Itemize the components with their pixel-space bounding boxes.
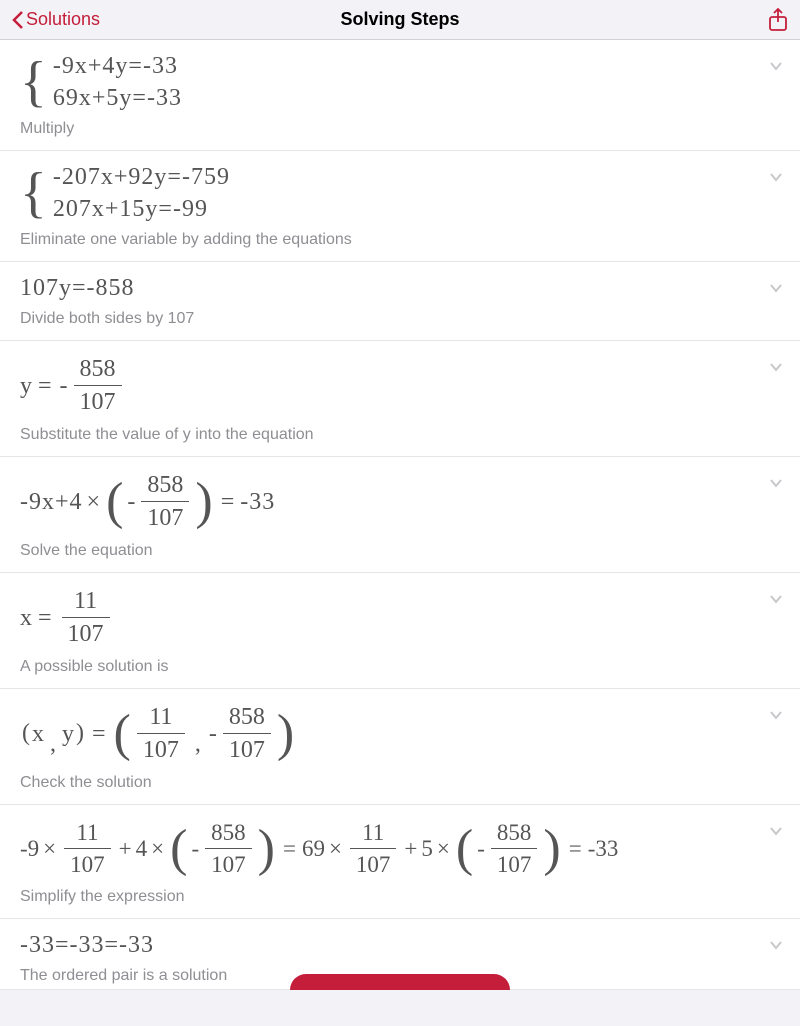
math-expression: x= 11107 [20,587,780,648]
step-row[interactable]: x= 11107 A possible solution is [0,573,800,689]
math-expression: { -207x+92y=-759 207x+15y=-99 [20,165,780,221]
share-icon[interactable] [768,8,788,32]
chevron-down-icon [768,169,784,185]
chevron-down-icon [768,707,784,723]
step-caption: Simplify the expression [20,888,780,906]
page-title: Solving Steps [340,9,459,30]
math-expression: y=- 858107 [20,355,780,416]
step-row[interactable]: -9× 11107 +4× (- 858107 ) =69× 11107 +5×… [0,805,800,919]
header: Solutions Solving Steps [0,0,800,40]
chevron-down-icon [768,359,784,375]
chevron-down-icon [768,937,784,953]
step-caption: Check the solution [20,774,780,792]
step-caption: Eliminate one variable by adding the equ… [20,231,780,249]
chevron-down-icon [768,280,784,296]
step-row[interactable]: { -207x+92y=-759 207x+15y=-99 Eliminate … [0,151,800,262]
step-row[interactable]: y=- 858107 Substitute the value of y int… [0,341,800,457]
step-caption: Multiply [20,120,780,138]
step-caption: Solve the equation [20,542,780,560]
chevron-down-icon [768,823,784,839]
back-label: Solutions [26,9,100,30]
math-expression: -9× 11107 +4× (- 858107 ) =69× 11107 +5×… [20,819,780,878]
math-expression: -9x+4× (- 858107 )=-33 [20,471,780,532]
math-expression: { -9x+4y=-33 69x+5y=-33 [20,54,780,110]
math-expression: -33=-33=-33 [20,933,780,957]
chevron-down-icon [768,475,784,491]
step-row[interactable]: { -9x+4y=-33 69x+5y=-33 Multiply [0,40,800,151]
step-row[interactable]: (x,y) = ( 11107 ,- 858107 ) Check the so… [0,689,800,805]
step-caption: Divide both sides by 107 [20,310,780,328]
chevron-down-icon [768,58,784,74]
step-caption: Substitute the value of y into the equat… [20,426,780,444]
step-row[interactable]: 107y=-858 Divide both sides by 107 [0,262,800,341]
step-row[interactable]: -9x+4× (- 858107 )=-33 Solve the equatio… [0,457,800,573]
math-expression: 107y=-858 [20,276,780,300]
step-caption: A possible solution is [20,658,780,676]
chevron-down-icon [768,591,784,607]
chevron-left-icon [12,10,24,30]
back-button[interactable]: Solutions [12,9,100,30]
math-expression: (x,y) = ( 11107 ,- 858107 ) [20,703,780,764]
